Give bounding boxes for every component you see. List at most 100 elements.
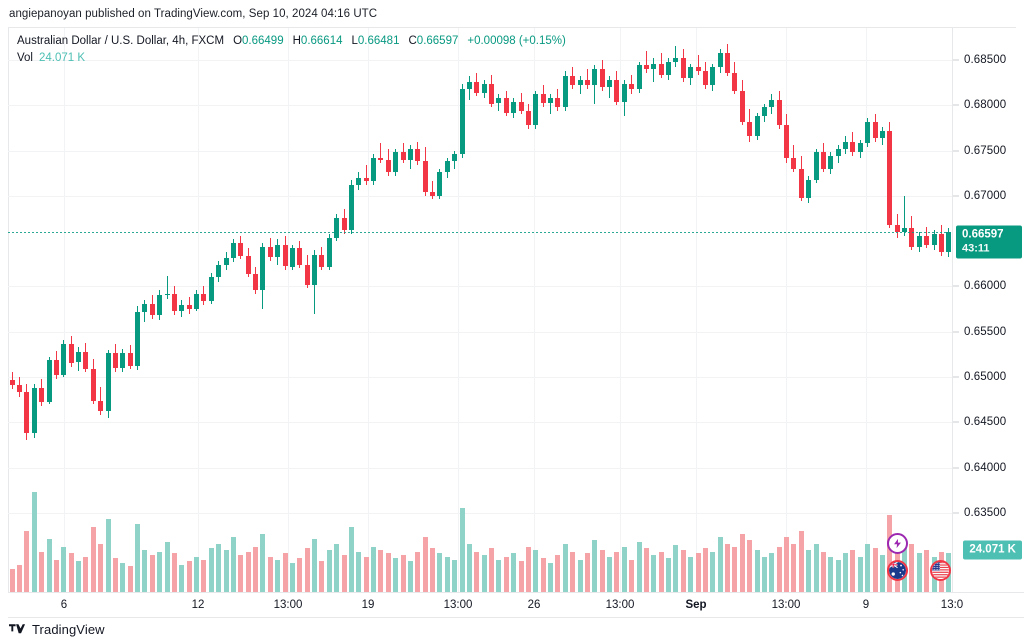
volume-bar <box>274 559 280 592</box>
last-price-value: 0.66597 <box>962 228 1004 241</box>
volume-bar <box>650 554 656 592</box>
candle-body <box>798 168 804 198</box>
candle-body <box>200 293 206 301</box>
time-gridline <box>786 28 787 592</box>
volume-bar <box>503 556 509 592</box>
volume-bar <box>318 561 324 592</box>
candle-body <box>156 295 162 316</box>
aud-flag-icon[interactable] <box>887 560 908 581</box>
legend-symbol[interactable]: Australian Dollar / U.S. Dollar, 4h, FXC… <box>17 35 225 47</box>
volume-bar <box>798 530 804 592</box>
candle-body <box>790 157 796 169</box>
candle-wick <box>550 94 551 115</box>
price-tick-label: 0.66000 <box>964 280 1007 293</box>
economic-event-bolt-icon[interactable] <box>887 533 908 554</box>
volume-bar <box>370 546 376 592</box>
candle-body <box>407 148 413 160</box>
legend-low: L0.66481 <box>351 35 400 47</box>
candle-body <box>149 303 155 316</box>
volume-badge[interactable]: 24.071 K <box>963 540 1022 560</box>
candle-body <box>230 242 236 259</box>
candle-body <box>38 387 44 403</box>
candle-body <box>849 141 855 153</box>
candle-body <box>591 69 597 86</box>
time-tick-label: 13:00 <box>273 599 303 611</box>
volume-bar <box>311 538 317 592</box>
volume-bar <box>46 538 52 592</box>
candle-body <box>628 83 634 89</box>
time-scale[interactable]: 6 12 13:00 19 13:00 26 13:00 Sep 13:00 9 13:0 <box>8 592 1024 618</box>
volume-bar <box>864 543 870 592</box>
chart-plot-area[interactable] <box>8 28 952 592</box>
volume-bar <box>739 533 745 592</box>
volume-bar <box>702 548 708 592</box>
price-tick-label: 0.67000 <box>964 189 1007 202</box>
candle-body <box>112 353 118 368</box>
legend-close: C0.66597 <box>408 35 459 47</box>
volume-bar <box>554 554 560 592</box>
candle-body <box>223 258 229 265</box>
bar-countdown: 43:11 <box>962 242 990 255</box>
candle-body <box>643 65 649 70</box>
volume-bar <box>488 548 494 592</box>
candle-wick <box>587 69 588 89</box>
price-tick-label: 0.63500 <box>964 506 1007 519</box>
candle-wick <box>609 76 610 99</box>
volume-bar <box>717 537 723 592</box>
price-scale[interactable]: 0.68500 0.68000 0.67500 0.67000 0.66000 0.655… <box>952 28 1024 592</box>
candle-body <box>355 177 361 185</box>
candle-body <box>510 101 516 113</box>
candle-body <box>119 352 125 368</box>
volume-bar <box>451 559 457 592</box>
volume-bar <box>16 564 22 592</box>
volume-bar <box>525 546 531 592</box>
time-gridline <box>64 28 65 592</box>
candle-body <box>636 65 642 89</box>
volume-bar <box>400 554 406 592</box>
candle-wick <box>904 195 905 236</box>
price-tick-label: 0.65500 <box>964 325 1007 338</box>
candle-body <box>444 161 450 173</box>
volume-bar <box>355 551 361 592</box>
price-tick-label: 0.64000 <box>964 461 1007 474</box>
candle-body <box>282 244 288 267</box>
last-price-badge[interactable]: 0.66597 43:11 <box>956 225 1022 259</box>
price-tick-mark <box>953 104 959 106</box>
candle-body <box>127 352 133 367</box>
time-tick-label: Sep <box>685 599 707 611</box>
usd-flag-icon[interactable] <box>930 560 951 581</box>
volume-bar <box>886 514 892 592</box>
volume-bar <box>790 543 796 592</box>
time-gridline <box>198 28 199 592</box>
volume-bar <box>422 537 428 592</box>
volume-bar <box>407 561 413 592</box>
candle-body <box>908 228 914 247</box>
candle-body <box>473 81 479 93</box>
candle-body <box>97 400 103 412</box>
candle-body <box>503 98 509 113</box>
candle-body <box>341 217 347 231</box>
time-tick-label: 12 <box>191 599 205 611</box>
candle-body <box>75 351 81 363</box>
volume-bar <box>820 551 826 592</box>
volume-bar <box>687 556 693 592</box>
candle-body <box>886 130 892 225</box>
volume-bar <box>540 558 546 592</box>
candle-body <box>252 273 258 291</box>
volume-bar <box>754 550 760 592</box>
candle-body <box>754 116 760 137</box>
volume-bar <box>341 554 347 592</box>
volume-bar <box>547 562 553 592</box>
candle-body <box>827 156 833 169</box>
volume-bar <box>363 556 369 592</box>
volume-bar <box>872 548 878 592</box>
candle-wick <box>380 143 381 164</box>
legend-change: +0.00098 (+0.15%) <box>467 35 566 47</box>
candle-body <box>739 90 745 122</box>
volume-bar <box>709 551 715 592</box>
volume-bar <box>584 553 590 592</box>
volume-bar <box>304 548 310 592</box>
volume-bar <box>813 543 819 592</box>
volume-bar <box>296 558 302 592</box>
candle-body <box>776 99 782 126</box>
